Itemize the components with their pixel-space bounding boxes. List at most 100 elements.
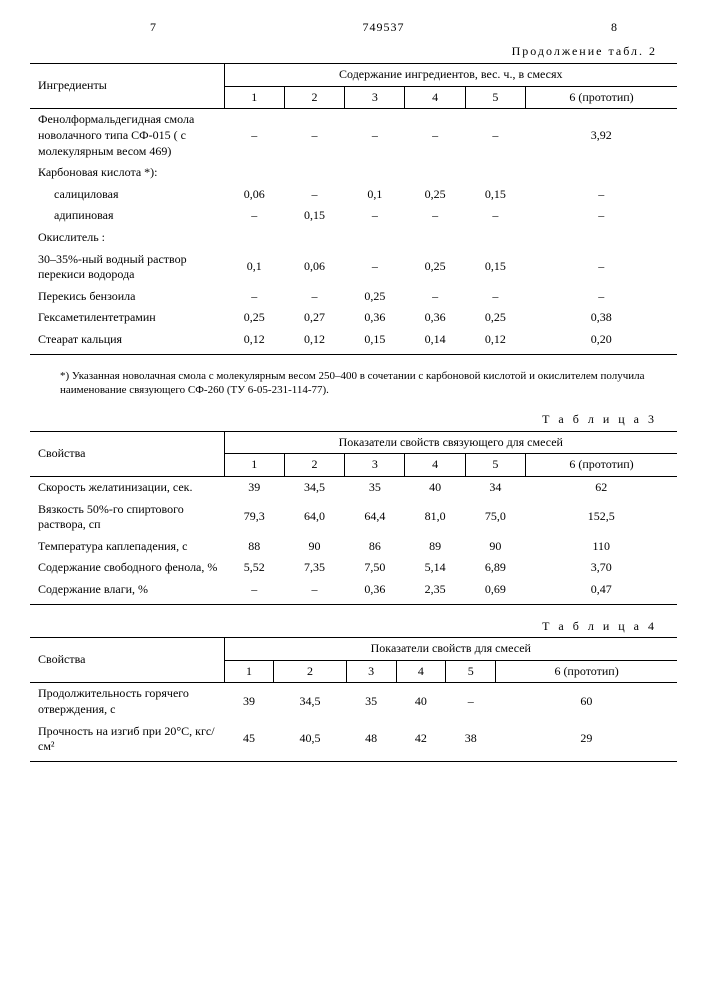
cell: 0,06 — [284, 249, 344, 286]
row-label: Вязкость 50%-го спиртового раствора, сп — [30, 499, 224, 536]
cell: 89 — [405, 536, 465, 558]
cell: 0,15 — [465, 184, 525, 206]
table-row: Окислитель : — [30, 227, 677, 249]
col-header: 4 — [405, 86, 465, 109]
cell: – — [465, 109, 525, 162]
col-header: 3 — [345, 454, 405, 477]
cell — [526, 162, 677, 184]
cell: – — [465, 286, 525, 308]
cell — [405, 227, 465, 249]
cell: – — [345, 249, 405, 286]
cell — [284, 227, 344, 249]
left-col-num: 7 — [150, 20, 156, 36]
cell: 45 — [224, 721, 274, 762]
cell — [345, 162, 405, 184]
cell: 0,12 — [224, 329, 284, 354]
table-row: Карбоновая кислота *): — [30, 162, 677, 184]
cell: 39 — [224, 476, 284, 498]
cell: 35 — [346, 683, 396, 721]
table2: Ингредиенты Содержание ингредиентов, вес… — [30, 63, 677, 354]
col-header: 1 — [224, 86, 284, 109]
cell: 5,14 — [405, 557, 465, 579]
doc-number: 749537 — [363, 20, 405, 36]
cell — [405, 162, 465, 184]
cell — [465, 162, 525, 184]
col-header: 6 (прототип) — [496, 660, 677, 683]
row-label: салициловая — [30, 184, 224, 206]
cell: 0,36 — [405, 307, 465, 329]
cell: 0,27 — [284, 307, 344, 329]
cell: 34 — [465, 476, 525, 498]
row-label: Прочность на изгиб при 20°С, кгс/см² — [30, 721, 224, 762]
cell — [224, 162, 284, 184]
table4-group-label: Показатели свойств для смесей — [224, 638, 677, 661]
cell — [224, 227, 284, 249]
cell: 40 — [396, 683, 446, 721]
cell: – — [526, 249, 677, 286]
col-header: 5 — [446, 660, 496, 683]
cell: 0,1 — [345, 184, 405, 206]
cell: 0,25 — [345, 286, 405, 308]
table2-group-label: Содержание ингредиентов, вес. ч., в смес… — [224, 64, 677, 87]
cell: 3,70 — [526, 557, 677, 579]
cell: – — [224, 286, 284, 308]
cell: – — [224, 205, 284, 227]
cell: 0,12 — [465, 329, 525, 354]
cell: 0,36 — [345, 579, 405, 604]
row-label: адипиновая — [30, 205, 224, 227]
col-header: 2 — [274, 660, 346, 683]
cell: 0,15 — [345, 329, 405, 354]
table2-col-label: Ингредиенты — [30, 64, 224, 109]
table-row: Стеарат кальция0,120,120,150,140,120,20 — [30, 329, 677, 354]
cell: 0,06 — [224, 184, 284, 206]
table-row: Температура каплепадения, с8890868990110 — [30, 536, 677, 558]
cell: 7,50 — [345, 557, 405, 579]
cell: – — [284, 109, 344, 162]
cell: – — [345, 109, 405, 162]
cell: 90 — [284, 536, 344, 558]
row-label: Перекись бензоила — [30, 286, 224, 308]
cell: 0,15 — [465, 249, 525, 286]
row-label: Стеарат кальция — [30, 329, 224, 354]
cell: 0,25 — [224, 307, 284, 329]
cell — [465, 227, 525, 249]
col-header: 1 — [224, 660, 274, 683]
cell: – — [465, 205, 525, 227]
row-label: Температура каплепадения, с — [30, 536, 224, 558]
cell: – — [284, 286, 344, 308]
table2-continuation: Продолжение табл. 2 — [30, 44, 677, 60]
table-row: Скорость желатинизации, сек.3934,5354034… — [30, 476, 677, 498]
page-header: 7 749537 8 — [30, 20, 677, 36]
table-row: Продолжительность горячего отверждения, … — [30, 683, 677, 721]
row-label: Фенолформальдегидная смола новолачного т… — [30, 109, 224, 162]
table-row: 30–35%-ный водный раствор перекиси водор… — [30, 249, 677, 286]
footnote: *) Указанная новолачная смола с молекуля… — [60, 369, 677, 399]
cell: 34,5 — [274, 683, 346, 721]
cell: 0,12 — [284, 329, 344, 354]
table-row: Гексаметилентетрамин0,250,270,360,360,25… — [30, 307, 677, 329]
cell: 0,69 — [465, 579, 525, 604]
cell: 0,47 — [526, 579, 677, 604]
cell: 79,3 — [224, 499, 284, 536]
table-row: Содержание влаги, %––0,362,350,690,47 — [30, 579, 677, 604]
table3-group-label: Показатели свойств связующего для смесей — [224, 431, 677, 454]
cell: 0,14 — [405, 329, 465, 354]
cell: 5,52 — [224, 557, 284, 579]
cell: 40 — [405, 476, 465, 498]
table-row: Прочность на изгиб при 20°С, кгс/см²4540… — [30, 721, 677, 762]
cell: 64,0 — [284, 499, 344, 536]
col-header: 3 — [346, 660, 396, 683]
cell: 6,89 — [465, 557, 525, 579]
cell: 88 — [224, 536, 284, 558]
cell: 0,1 — [224, 249, 284, 286]
cell: 90 — [465, 536, 525, 558]
cell: 64,4 — [345, 499, 405, 536]
col-header: 1 — [224, 454, 284, 477]
cell: 0,38 — [526, 307, 677, 329]
cell: – — [224, 579, 284, 604]
cell: 39 — [224, 683, 274, 721]
cell: – — [446, 683, 496, 721]
row-label: Карбоновая кислота *): — [30, 162, 224, 184]
cell: 81,0 — [405, 499, 465, 536]
cell: – — [526, 184, 677, 206]
